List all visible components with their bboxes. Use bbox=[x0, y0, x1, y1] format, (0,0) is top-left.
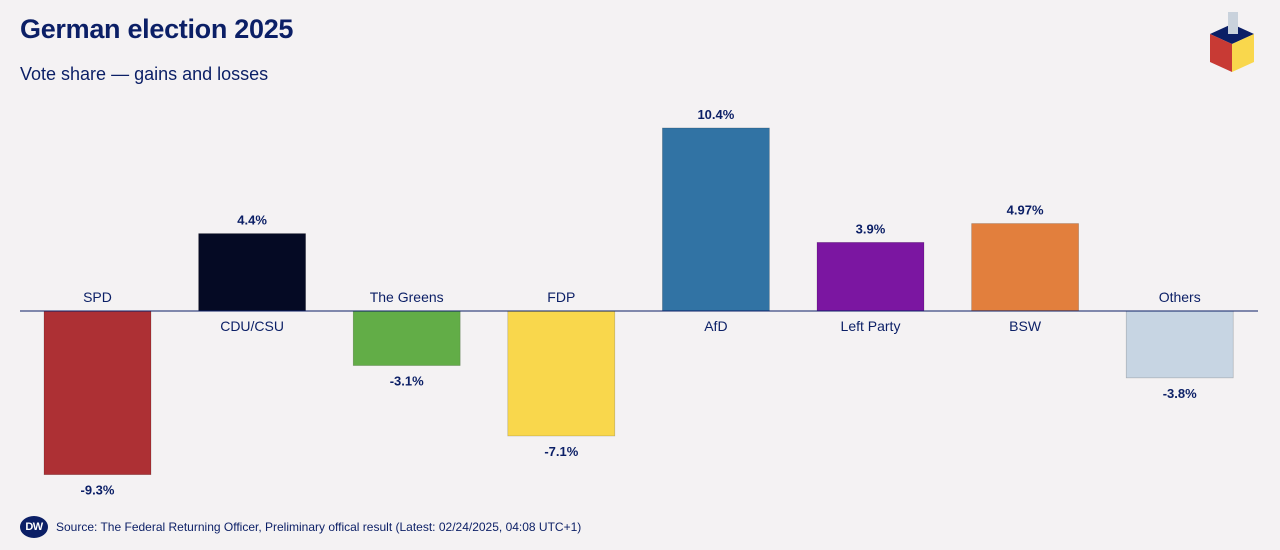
chart-title: German election 2025 bbox=[20, 14, 294, 44]
category-label-others: Others bbox=[1159, 289, 1201, 305]
bar-fdp bbox=[507, 310, 616, 437]
bar-left-party bbox=[816, 242, 925, 312]
bar-afd bbox=[662, 127, 770, 312]
bar-cdu-csu bbox=[198, 233, 306, 312]
category-label-the-greens: The Greens bbox=[370, 289, 444, 305]
category-label-cdu-csu: CDU/CSU bbox=[220, 318, 284, 334]
category-label-afd: AfD bbox=[704, 318, 727, 334]
category-label-fdp: FDP bbox=[547, 289, 575, 305]
footer: DW Source: The Federal Returning Officer… bbox=[20, 516, 581, 538]
value-label-the-greens: -3.1% bbox=[390, 374, 424, 389]
source-note: Source: The Federal Returning Officer, P… bbox=[56, 520, 582, 534]
value-label-others: -3.8% bbox=[1163, 386, 1197, 401]
bar-bsw bbox=[971, 223, 1079, 312]
chart-subtitle: Vote share — gains and losses bbox=[20, 64, 269, 84]
value-label-cdu-csu: 4.4% bbox=[237, 213, 267, 228]
bar-the-greens bbox=[352, 310, 461, 366]
bar-others bbox=[1125, 310, 1234, 379]
value-label-afd: 10.4% bbox=[697, 107, 734, 122]
value-label-bsw: 4.97% bbox=[1007, 203, 1044, 218]
category-label-left-party: Left Party bbox=[841, 318, 901, 334]
ballot-box-icon bbox=[1210, 12, 1254, 72]
dw-logo-icon: DW bbox=[20, 516, 48, 538]
value-label-spd: -9.3% bbox=[81, 483, 115, 498]
value-label-left-party: 3.9% bbox=[856, 221, 886, 236]
bar-spd bbox=[43, 310, 152, 475]
category-label-bsw: BSW bbox=[1009, 318, 1042, 334]
category-label-spd: SPD bbox=[83, 289, 112, 305]
value-label-fdp: -7.1% bbox=[544, 444, 578, 459]
